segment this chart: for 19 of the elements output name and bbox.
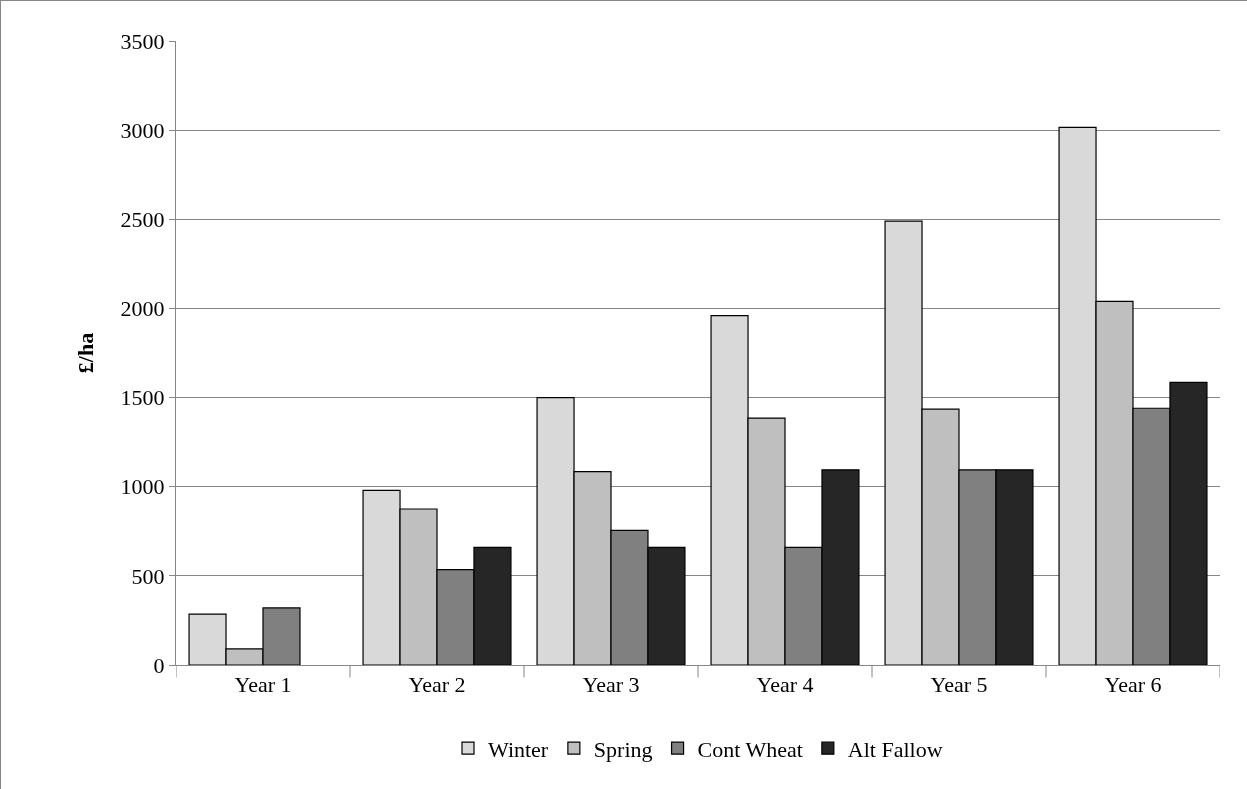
x-tick-label: Year 4 [756,672,814,698]
y-tick-label: 3500 [120,28,165,54]
x-tick-label: Year 6 [1104,672,1162,698]
legend-label: Winter [488,736,549,762]
y-axis-title: £/ha [73,332,99,374]
y-tick-label: 500 [131,563,165,589]
legend-label: Alt Fallow [847,736,943,762]
y-tick-label: 3000 [120,117,165,143]
x-tick-label: Year 5 [930,672,988,698]
y-tick-label: 1000 [120,474,165,500]
legend-label: Spring [593,736,653,762]
y-tick-label: 1500 [120,385,165,411]
y-tick-label: 2500 [120,206,165,232]
x-tick-label: Year 3 [582,672,640,698]
y-tick-label: 2000 [120,296,165,322]
legend-label: Cont Wheat [697,736,803,762]
x-tick-label: Year 2 [408,672,466,698]
x-tick-label: Year 1 [234,672,292,698]
y-tick-label: 0 [153,652,165,678]
